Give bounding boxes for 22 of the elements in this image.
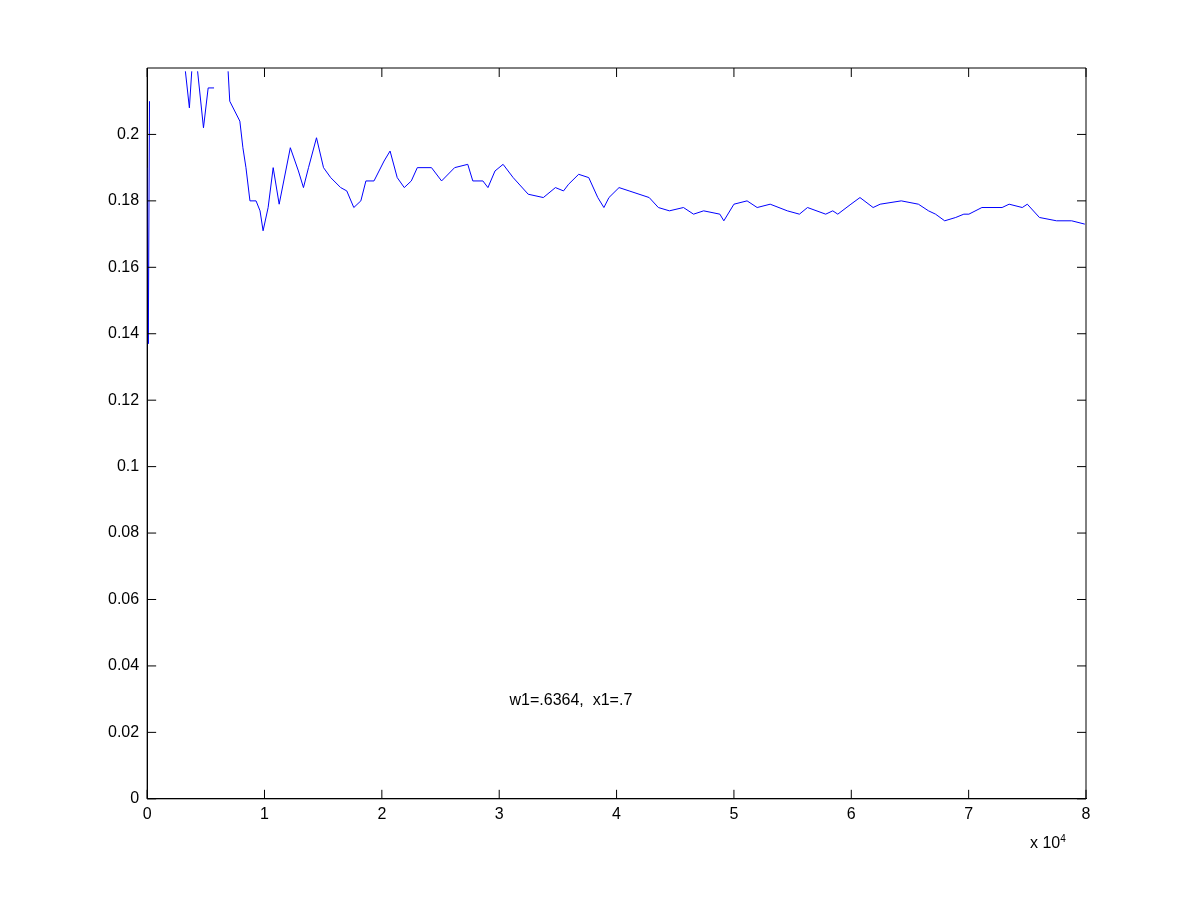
x-tick-label: 5 [729, 804, 739, 822]
y-tick-label: 0.06 [108, 589, 140, 607]
y-tick-label: 0.04 [108, 656, 140, 674]
x-tick-label: 8 [1081, 804, 1091, 822]
x-tick-label: 6 [846, 804, 856, 822]
y-tick-label: 0.2 [116, 124, 140, 142]
x-tick-label: 2 [377, 804, 387, 822]
y-tick-label: 0.02 [108, 722, 140, 740]
x-tick-label: 0 [142, 804, 152, 822]
y-tick-label: 0.14 [108, 324, 140, 342]
text: x 10$^{4}$ [1030, 832, 1066, 853]
y-tick-label: 0.16 [108, 257, 140, 275]
x-tick-label: 3 [494, 804, 504, 822]
y-tick-label: 0.08 [108, 523, 140, 541]
y-tick-label: 0.1 [116, 457, 140, 475]
x-tick-label: 1 [260, 804, 270, 822]
y-tick-label: 0.18 [108, 191, 140, 209]
annotation: w1=.6364, x1=.7 [509, 691, 633, 710]
x-tick-label: 4 [612, 804, 622, 822]
y-tick-label: 0 [130, 789, 140, 807]
y-tick-label: 0.12 [108, 390, 140, 408]
x-tick-label: 7 [964, 804, 974, 822]
